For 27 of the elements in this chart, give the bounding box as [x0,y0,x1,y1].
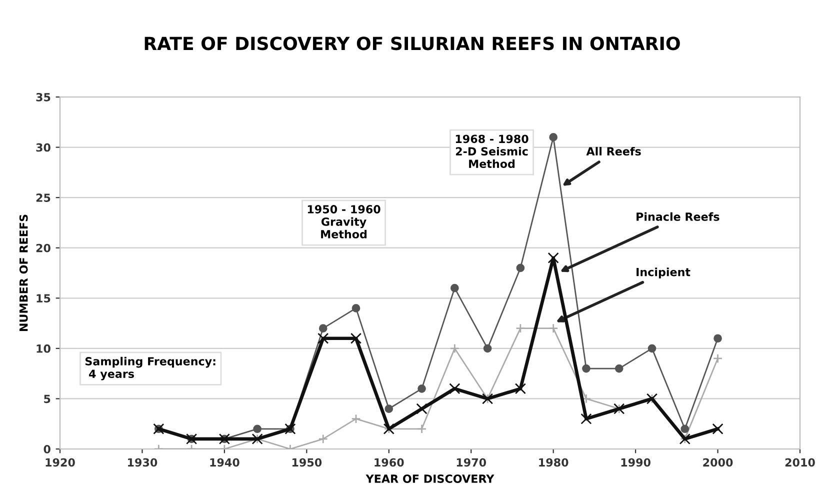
annotation: Sampling Frequency: 4 years [85,356,216,380]
text: All Reefs [586,146,641,156]
x-tick-label: 1980 [539,458,568,467]
x-tick-label: 1930 [128,458,158,467]
y-tick-label: 20 [36,244,50,252]
x-tick-label: 1960 [374,458,404,467]
annotation: 1968 - 1980 2-D Seismic Method [456,134,528,168]
text: Pinacle Reefs [636,212,720,221]
text: Incipient [636,268,690,278]
y-tick-label: 15 [36,294,50,303]
x-tick-label: 1920 [46,458,75,467]
x-tick-label: 1990 [621,458,650,467]
y-tick-label: 25 [36,194,50,202]
y-axis-title: NUMBER OF REEFS [19,214,28,332]
y-tick-label: 0 [44,444,50,454]
x-tick-label: 1940 [210,458,240,467]
y-tick-label: 10 [36,344,50,353]
x-tick-label: 2010 [785,458,815,467]
annotation: 1950 - 1960 Gravity Method [308,205,380,238]
x-tick-label: 1970 [456,458,486,467]
y-tick-label: 5 [44,394,50,404]
x-tick-label: 2000 [703,458,733,467]
x-axis-title: YEAR OF DISCOVERY [366,474,494,483]
x-tick-label: 1950 [292,458,322,467]
y-tick-label: 30 [36,143,50,152]
chart-title: RATE OF DISCOVERY OF SILURIAN REEFS IN ONTARIO [144,36,680,50]
y-tick-label: 35 [36,92,50,102]
